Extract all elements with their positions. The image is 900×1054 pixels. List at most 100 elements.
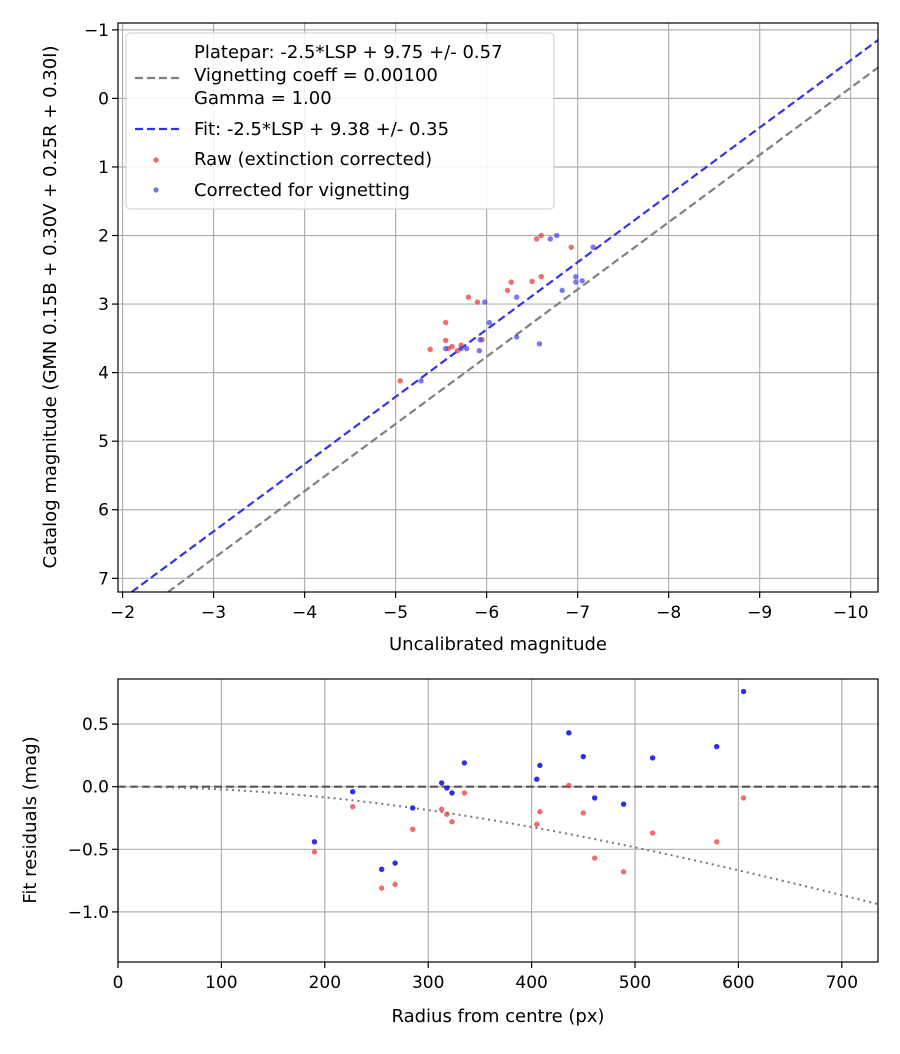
y-tick-label: 3 bbox=[98, 295, 109, 315]
corrected-point bbox=[486, 319, 493, 326]
fit-line bbox=[130, 39, 878, 592]
y-tick-label: −0.5 bbox=[68, 840, 109, 860]
raw-residual-point bbox=[713, 839, 720, 845]
corrected-residual-point bbox=[444, 785, 450, 791]
corrected-point bbox=[513, 334, 520, 340]
x-tick-label: 200 bbox=[309, 973, 341, 993]
raw-point bbox=[508, 279, 514, 285]
corrected-point bbox=[573, 273, 579, 280]
corrected-point bbox=[573, 279, 579, 285]
raw-point bbox=[538, 273, 544, 280]
x-tick-label: −5 bbox=[383, 603, 408, 623]
corrected-point bbox=[559, 287, 565, 294]
residuals-x-ticks: 0 100 200 300 400 500 600 700 bbox=[113, 962, 858, 993]
raw-residual-point bbox=[438, 806, 445, 812]
x-tick-label: −4 bbox=[292, 603, 317, 623]
legend-box bbox=[125, 32, 555, 210]
x-tick-label: −6 bbox=[474, 603, 499, 623]
residuals-axes-frame bbox=[117, 678, 879, 963]
corrected-residual-point bbox=[566, 730, 572, 736]
raw-point bbox=[442, 337, 449, 344]
calibration-axes-frame bbox=[117, 22, 879, 593]
raw-residual-point bbox=[534, 821, 540, 827]
raw-point bbox=[504, 287, 511, 294]
corrected-point bbox=[579, 278, 585, 284]
x-tick-label: −8 bbox=[656, 603, 681, 623]
corrected-residual-point bbox=[740, 688, 747, 695]
corrected-residual-point bbox=[409, 805, 416, 811]
raw-residual-point bbox=[537, 809, 543, 815]
y-tick-label: 5 bbox=[98, 432, 109, 452]
legend-corrected-swatch bbox=[153, 187, 159, 193]
x-tick-label: −9 bbox=[747, 603, 772, 623]
corrected-point bbox=[477, 337, 483, 343]
corrected-residual-point bbox=[713, 743, 720, 750]
corrected-point bbox=[547, 236, 554, 242]
corrected-point bbox=[442, 345, 449, 352]
x-tick-label: 300 bbox=[412, 973, 444, 993]
raw-point bbox=[427, 346, 433, 353]
raw-point bbox=[465, 294, 472, 300]
raw-residual-point bbox=[350, 804, 356, 810]
raw-residual-point bbox=[591, 855, 598, 861]
corrected-point bbox=[476, 347, 483, 354]
legend-raw-swatch bbox=[153, 157, 159, 163]
corrected-point bbox=[513, 294, 520, 300]
x-tick-label: 400 bbox=[515, 973, 547, 993]
legend-platepar-line1: Platepar: -2.5*LSP + 9.75 +/- 0.57 bbox=[194, 42, 503, 63]
raw-residual-point bbox=[566, 782, 572, 789]
raw-residual-point bbox=[311, 849, 318, 855]
raw-point bbox=[533, 236, 540, 242]
raw-residual-point bbox=[649, 830, 656, 836]
raw-point bbox=[397, 378, 403, 384]
raw-residual-point bbox=[580, 810, 587, 816]
corrected-point bbox=[482, 299, 488, 305]
corrected-residual-point bbox=[461, 760, 468, 766]
corrected-residual-point bbox=[537, 762, 543, 769]
raw-residual-point bbox=[444, 811, 450, 817]
y-tick-label: 1 bbox=[98, 158, 109, 178]
corrected-residual-point bbox=[449, 790, 455, 796]
y-tick-label: 6 bbox=[98, 501, 109, 521]
y-tick-label: 0 bbox=[98, 89, 109, 109]
calibration-x-ticks: −2 −3 −4 −5 −6 −7 −8 −9 −10 bbox=[110, 592, 869, 623]
raw-point bbox=[538, 232, 544, 239]
raw-point bbox=[474, 299, 481, 305]
y-tick-label: 0.0 bbox=[82, 778, 109, 798]
corrected-point bbox=[463, 345, 470, 352]
legend-platepar-line3: Gamma = 1.00 bbox=[194, 88, 332, 109]
y-tick-label: 2 bbox=[98, 227, 109, 247]
platepar-line bbox=[167, 66, 878, 592]
legend-corrected: Corrected for vignetting bbox=[194, 180, 410, 201]
residuals-lines bbox=[118, 785, 878, 906]
calibration-y-label: Catalog magnitude (GMN 0.15B + 0.30V + 0… bbox=[40, 45, 61, 568]
raw-residual-point bbox=[620, 869, 627, 875]
raw-point bbox=[449, 343, 455, 350]
y-tick-label: −1 bbox=[84, 21, 109, 41]
corrected-point bbox=[554, 232, 560, 239]
residuals-points bbox=[311, 688, 747, 891]
legend: Platepar: -2.5*LSP + 9.75 +/- 0.57 Vigne… bbox=[125, 32, 555, 210]
corrected-residual-point bbox=[620, 801, 627, 807]
raw-residual-point bbox=[409, 826, 416, 832]
raw-point bbox=[442, 319, 449, 326]
raw-point bbox=[568, 244, 574, 250]
raw-residual-point bbox=[378, 885, 385, 891]
legend-platepar-line2: Vignetting coeff = 0.00100 bbox=[194, 65, 438, 86]
x-tick-label: −3 bbox=[201, 603, 226, 623]
calibration-points bbox=[397, 232, 596, 384]
corrected-residual-point bbox=[438, 780, 445, 786]
vignetting-curve bbox=[118, 785, 878, 906]
corrected-residual-point bbox=[580, 753, 587, 760]
corrected-point bbox=[590, 244, 596, 250]
raw-residual-point bbox=[392, 881, 398, 888]
corrected-residual-point bbox=[378, 866, 385, 873]
corrected-residual-point bbox=[350, 788, 356, 795]
corrected-point bbox=[418, 378, 424, 384]
y-tick-label: 0.5 bbox=[82, 715, 109, 735]
residuals-y-label: Fit residuals (mag) bbox=[20, 736, 41, 903]
corrected-residual-point bbox=[392, 860, 398, 866]
raw-residual-point bbox=[740, 795, 747, 801]
